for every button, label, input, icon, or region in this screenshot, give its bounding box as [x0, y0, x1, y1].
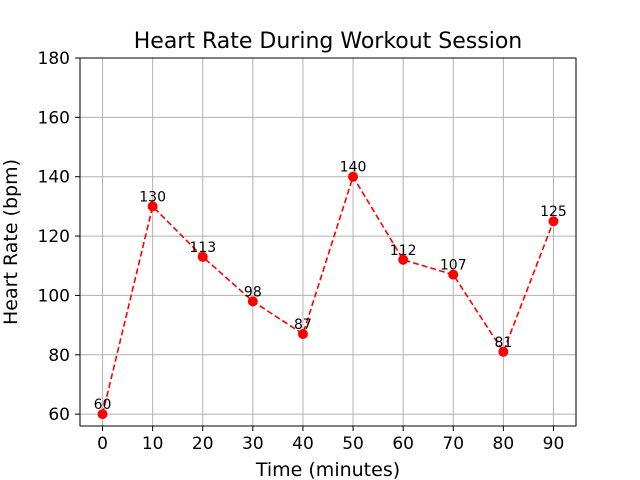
data-label: 113: [189, 240, 216, 256]
data-label: 125: [540, 204, 567, 220]
x-tick-label: 20: [192, 434, 214, 454]
data-point-marker: [398, 254, 409, 265]
data-label: 112: [390, 243, 417, 259]
x-axis-label: Time (minutes): [255, 459, 400, 480]
data-point-marker: [348, 171, 359, 182]
data-point-marker: [197, 251, 208, 262]
data-point-marker: [97, 409, 108, 420]
data-label: 107: [440, 258, 467, 274]
grid: [80, 57, 576, 426]
data-point-marker: [247, 296, 258, 307]
data-label: 98: [244, 284, 262, 300]
data-point-marker: [147, 201, 158, 212]
x-tick-label: 60: [392, 434, 414, 454]
x-tick-label: 0: [97, 434, 108, 454]
x-tick-label: 30: [242, 434, 264, 454]
y-axis-label: Heart Rate (bpm): [0, 159, 22, 325]
x-tick-label: 40: [292, 434, 314, 454]
y-tick-label: 180: [38, 49, 70, 69]
x-tick-label: 80: [493, 434, 515, 454]
y-tick-label: 120: [38, 227, 70, 247]
x-tick-label: 70: [442, 434, 464, 454]
y-tick-label: 80: [48, 346, 70, 366]
data-point-marker: [498, 346, 509, 357]
y-tick-label: 100: [38, 286, 70, 306]
data-point-marker: [448, 269, 459, 280]
data-label: 87: [294, 317, 312, 333]
y-tick-label: 140: [38, 168, 70, 188]
data-point-marker: [297, 329, 308, 339]
data-label: 81: [494, 335, 512, 351]
data-labels: 60 130 113 98 87 140 112 107 81 125: [94, 160, 567, 413]
data-label: 140: [340, 160, 367, 176]
series-heart-rate: [97, 171, 559, 420]
plot-area-frame: [79, 57, 577, 427]
y-tick-label: 160: [38, 108, 70, 128]
y-tick-label: 60: [48, 405, 70, 425]
x-tick-label: 50: [342, 434, 364, 454]
chart-title: Heart Rate During Workout Session: [134, 29, 523, 54]
axis-ticks: 0 10 20 30 40 50 60 70 80 90 60 80 100 120 140 160 180: [38, 49, 565, 454]
data-point-marker: [548, 216, 559, 227]
x-tick-label: 90: [543, 434, 565, 454]
data-label: 60: [94, 397, 112, 413]
x-tick-label: 10: [142, 434, 164, 454]
data-label: 130: [139, 189, 166, 205]
